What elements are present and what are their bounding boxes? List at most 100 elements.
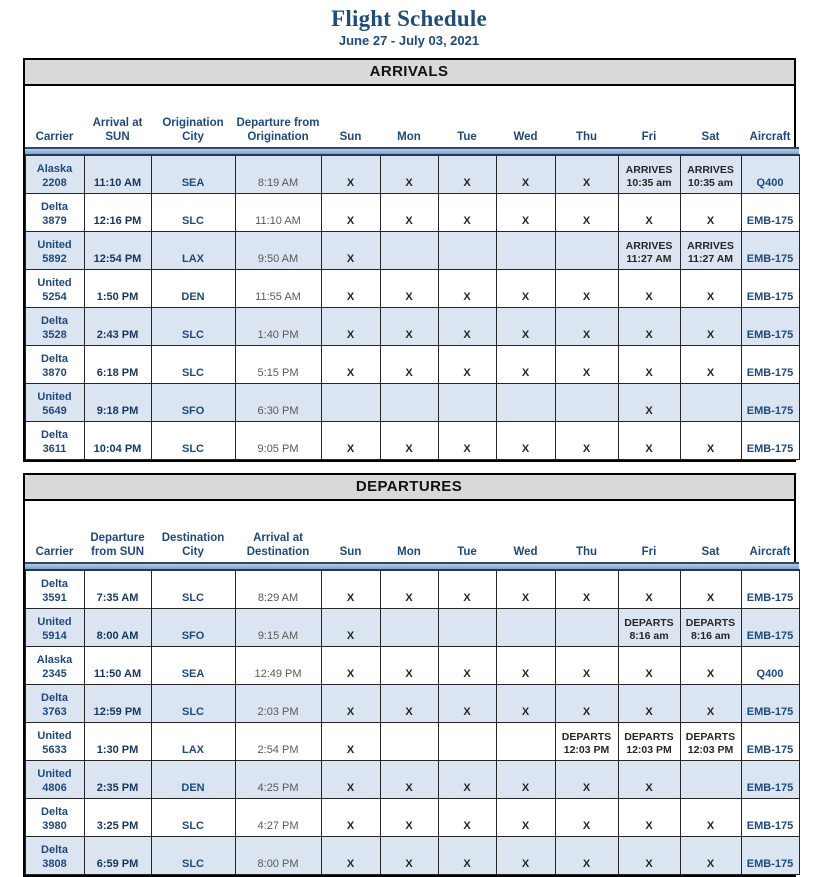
day-cell: X [320,193,381,232]
day-cell: X [495,154,556,194]
carrier-cell: Delta 3879 [24,193,85,232]
day-cell: X [320,269,381,308]
carrier-name: United [37,616,72,628]
day-cell: X [617,760,681,799]
note-label: DEPARTS [685,731,736,743]
day-cell: X [437,345,497,384]
orig-time-cell: 4:25 PM [234,760,322,799]
day-cell: X [617,421,681,460]
carrier-cell: Alaska 2345 [24,646,85,685]
day-cell: X [379,345,439,384]
day-cell: X [554,269,619,308]
day-cell: X [554,684,619,723]
orig-time-cell: 9:15 AM [234,608,322,647]
orig-time-cell: 9:50 AM [234,231,322,270]
day-cell: ARRIVES 10:35 am [617,154,681,194]
column-header-9: Fri [641,130,657,143]
day-cell [679,760,742,799]
arrivals-section: ARRIVALS Carrier Arrival at SUN Origination… [22,58,800,462]
carrier-cell: Delta 3528 [24,307,85,346]
day-cell: X [554,421,619,460]
day-cell: X [320,760,381,799]
city-cell: SEA [150,646,236,685]
table-row: Alaska 2345 11:50 AM SEA 12:49 PM X X X X X X X Q400 [24,646,800,685]
table-row: Delta 3808 6:59 PM SLC 8:00 PM X X X X X X X EMB-175 [24,836,800,875]
departures-header: Carrier Departure from SUN Destination Cit… [25,501,799,571]
day-cell: X [437,760,497,799]
column-header-0: Carrier [35,545,74,558]
flight-number: 2345 [42,667,67,680]
orig-time-cell: 11:10 AM [234,193,322,232]
column-header-6: Tue [457,130,477,143]
day-cell [379,383,439,422]
aircraft-cell: EMB-175 [740,307,800,346]
day-cell: X [320,154,381,194]
day-cell: X [320,421,381,460]
aircraft-cell: Q400 [740,154,800,194]
day-cell [437,608,497,647]
city-cell: SLC [150,345,236,384]
city-cell: SFO [150,383,236,422]
column-header-4: Sun [339,130,362,143]
day-cell: X [554,193,619,232]
city-cell: SLC [150,684,236,723]
note-time: 10:35 am [626,177,672,189]
orig-time-cell: 8:19 AM [234,154,322,194]
day-cell: X [320,836,381,875]
day-cell: X [679,307,742,346]
carrier-name: United [37,391,72,403]
aircraft-cell: EMB-175 [740,193,800,232]
aircraft-cell: EMB-175 [740,231,800,270]
carrier-cell: Delta 3980 [24,798,85,837]
aircraft-cell: EMB-175 [740,269,800,308]
column-header-11: Aircraft [749,545,791,558]
aircraft-cell: EMB-175 [740,421,800,460]
day-cell: X [554,345,619,384]
sun-time-cell: 12:59 PM [83,684,152,723]
flight-number: 5649 [42,404,67,417]
day-cell [495,608,556,647]
header-divider-bar-fill [25,147,799,156]
departures-section: DEPARTURES Carrier Departure from SUN Desti… [22,473,800,877]
carrier-cell: United 5633 [24,722,85,761]
column-header-7: Wed [513,130,538,143]
aircraft-cell: EMB-175 [740,760,800,799]
carrier-cell: United 4806 [24,760,85,799]
day-cell: X [379,269,439,308]
day-cell: X [617,646,681,685]
day-cell: X [495,684,556,723]
flight-number: 5914 [42,629,67,642]
day-cell: X [495,307,556,346]
day-cell: X [554,154,619,194]
column-header-5: Mon [397,545,421,558]
sun-time-cell: 1:30 PM [83,722,152,761]
header-divider-bar-fill [25,562,799,571]
flight-number: 3528 [42,328,67,341]
note-label: DEPARTS [624,731,674,743]
arrivals-header: Carrier Arrival at SUN Origination City Dep… [25,86,799,156]
table-row: Delta 3611 10:04 PM SLC 9:05 PM X X X X X X X EMB-17… [24,421,800,460]
column-header-2: Destination City [161,532,225,558]
carrier-cell: Alaska 2208 [24,154,85,194]
column-header-9: Fri [641,545,657,558]
table-row: United 5254 1:50 PM DEN 11:55 AM X X X X X X X EMB-1… [24,269,800,308]
page-subtitle: June 27 - July 03, 2021 [338,33,480,48]
table-row: Delta 3980 3:25 PM SLC 4:27 PM X X X X X X X EMB-175 [24,798,800,837]
day-cell [495,722,556,761]
carrier-cell: United 5254 [24,269,85,308]
flight-number: 3808 [42,857,67,870]
table-row: Delta 3763 12:59 PM SLC 2:03 PM X X X X X X X EMB-17… [24,684,800,723]
day-cell: X [679,345,742,384]
carrier-cell: Delta 3763 [24,684,85,723]
day-cell: X [320,684,381,723]
arrivals-body: Alaska 2208 11:10 AM SEA 8:19 AM X X X X X ARRIVES… [24,154,800,460]
flight-number: 5892 [42,252,67,265]
note-time: 8:16 am [629,630,669,642]
day-cell: X [320,798,381,837]
day-cell: ARRIVES 11:27 AM [679,231,742,270]
carrier-name: United [37,768,72,780]
city-cell: LAX [150,722,236,761]
column-header-1: Arrival at SUN [92,117,143,143]
header-divider-bar [25,147,799,156]
column-header-11: Aircraft [749,130,791,143]
